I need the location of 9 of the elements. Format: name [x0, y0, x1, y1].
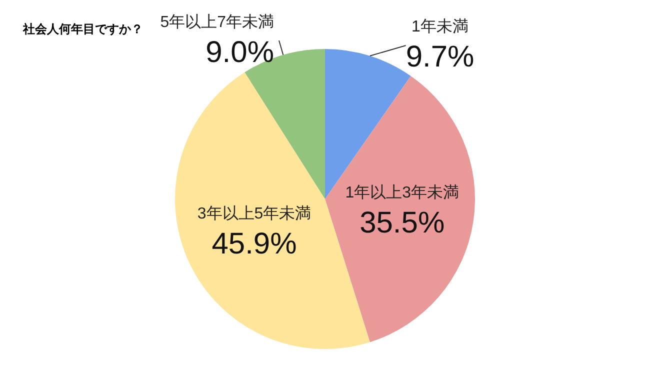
slice-label: 3年以上5年未満	[197, 204, 312, 222]
data-label: 35.5%	[360, 206, 445, 240]
slice-label: 1年未満	[412, 18, 468, 36]
text: 社会人何年目ですか？	[22, 22, 143, 36]
slice-label: 1年以上3年未満	[345, 183, 459, 202]
data-label: 9.7%	[406, 40, 474, 74]
data-label: 45.9%	[212, 227, 297, 260]
data-label: 9.0%	[206, 36, 274, 70]
slice-label: 5年以上7年未満	[160, 13, 274, 32]
